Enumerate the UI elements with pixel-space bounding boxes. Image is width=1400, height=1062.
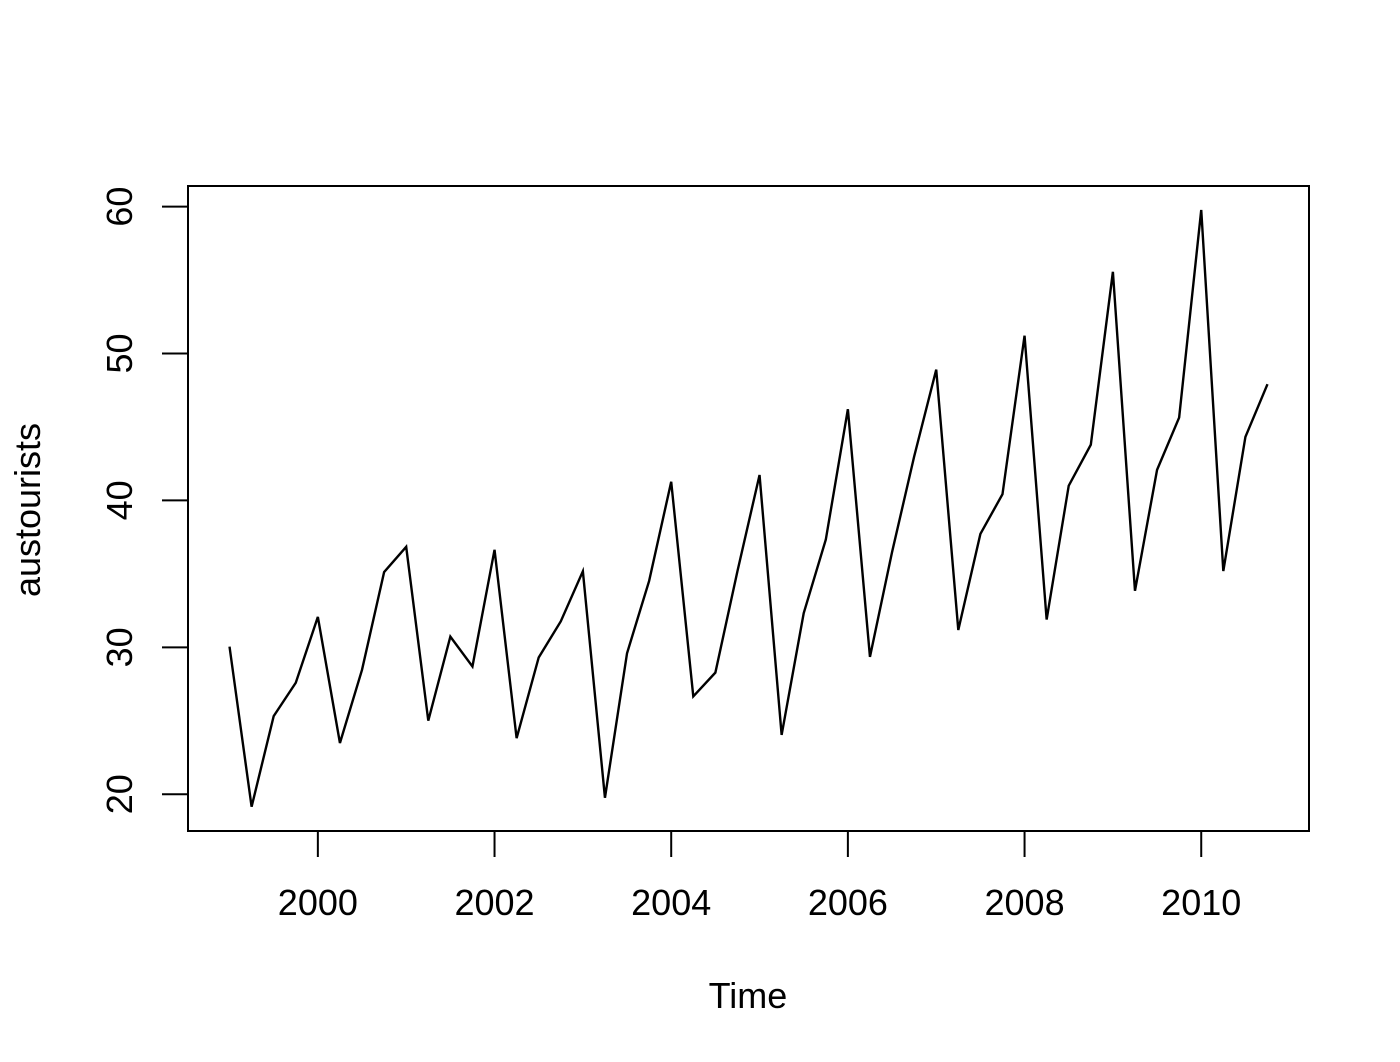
y-tick-label: 40 [99, 480, 140, 520]
x-tick-label: 2002 [454, 882, 534, 923]
y-tick-label: 20 [99, 774, 140, 814]
x-tick-label: 2008 [985, 882, 1065, 923]
series-line [228, 209, 1269, 808]
y-tick-label: 30 [99, 627, 140, 667]
x-tick-label: 2000 [278, 882, 358, 923]
y-axis: 20 30 40 50 60 [99, 187, 189, 814]
y-tick-label: 60 [99, 187, 140, 227]
y-axis-label: austourists [7, 423, 48, 597]
x-tick-label: 2004 [631, 882, 711, 923]
x-tick-label: 2010 [1161, 882, 1241, 923]
x-axis-label: Time [709, 975, 788, 1016]
y-tick-label: 50 [99, 333, 140, 373]
x-tick-label: 2006 [808, 882, 888, 923]
x-axis: 2000 2002 2004 2006 2008 2010 [278, 830, 1241, 923]
